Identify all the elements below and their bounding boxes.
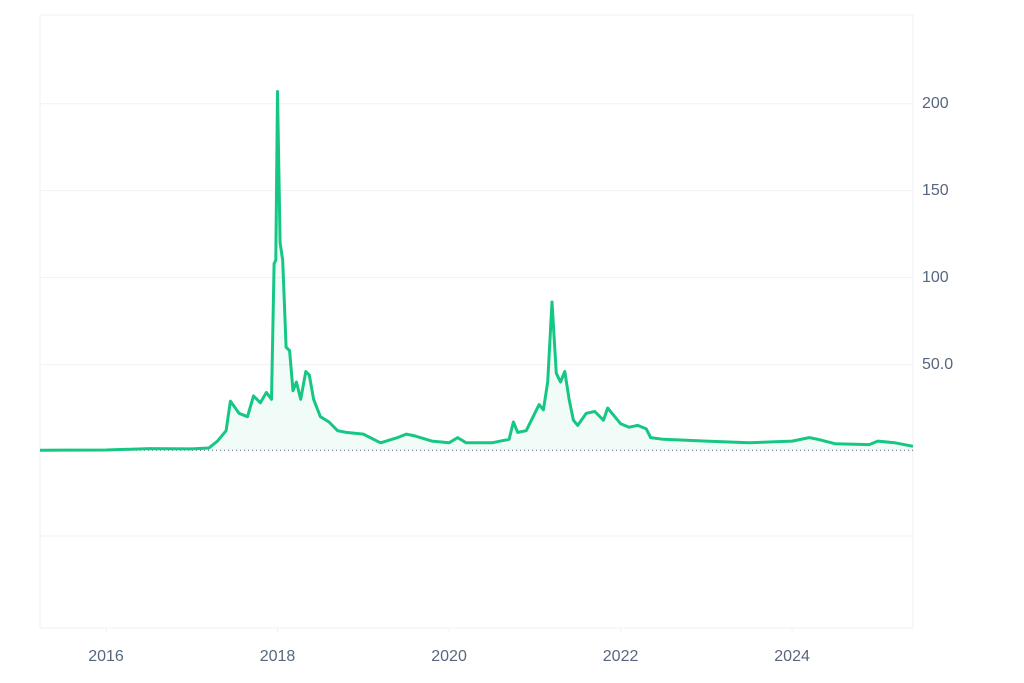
y-tick-label: 150	[922, 182, 949, 199]
x-tick-label: 2020	[431, 648, 467, 665]
y-tick-label: 200	[922, 95, 949, 112]
x-tick-label: 2018	[260, 648, 296, 665]
x-tick-label: 2016	[88, 648, 124, 665]
y-tick-label: 100	[922, 269, 949, 286]
price-line	[39, 90, 914, 452]
plot-frame	[39, 14, 914, 629]
x-tick-label: 2022	[603, 648, 639, 665]
y-tick-label: 50.0	[922, 356, 953, 373]
area	[40, 91, 913, 451]
x-tick-label: 2024	[774, 648, 810, 665]
